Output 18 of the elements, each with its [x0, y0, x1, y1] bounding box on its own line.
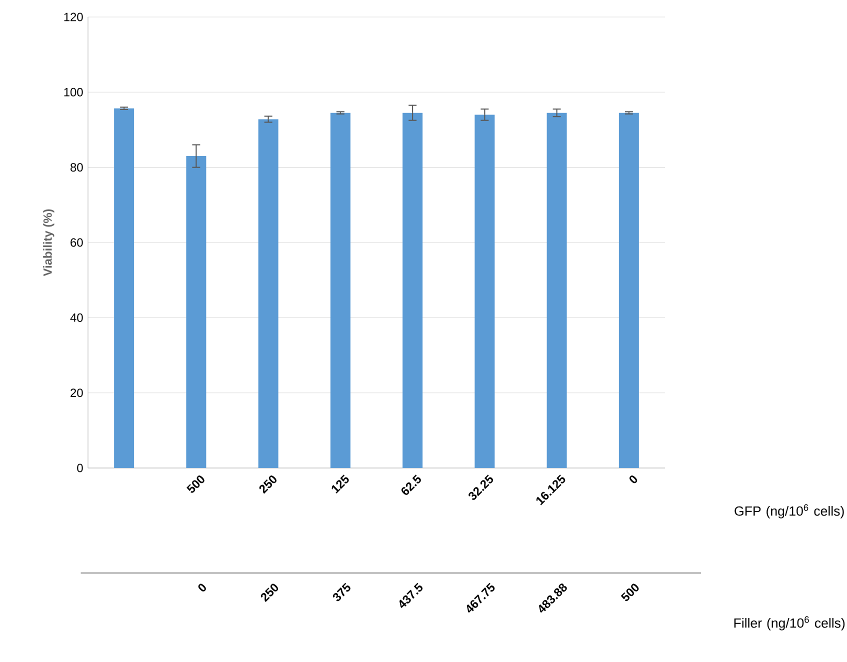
text: GFP (ng/10$^{6}$ cells) — [734, 504, 844, 518]
text: 375 — [332, 582, 350, 602]
text: 250 — [260, 584, 278, 602]
x-tick-label: 250 — [259, 476, 276, 494]
x-tick-label: 0 — [629, 476, 638, 484]
y-tick-label: 80 — [70, 163, 83, 172]
y-tick-label: 120 — [64, 12, 83, 22]
text: 500 — [620, 584, 639, 602]
y-tick-label: 40 — [70, 313, 83, 322]
y-tick-label: 60 — [70, 238, 83, 247]
y-tick-label: 0 — [77, 464, 83, 472]
y-tick-label: 100 — [64, 88, 83, 96]
x-tick-label: 500 — [186, 476, 204, 493]
text: Filler (ng/10$^{6}$ cells) — [734, 616, 845, 630]
y-tick-label: 20 — [70, 388, 83, 398]
x-tick-label: 125 — [332, 474, 349, 494]
text: 0 — [198, 584, 206, 592]
y-axis-title: Viability (%) — [43, 209, 54, 276]
